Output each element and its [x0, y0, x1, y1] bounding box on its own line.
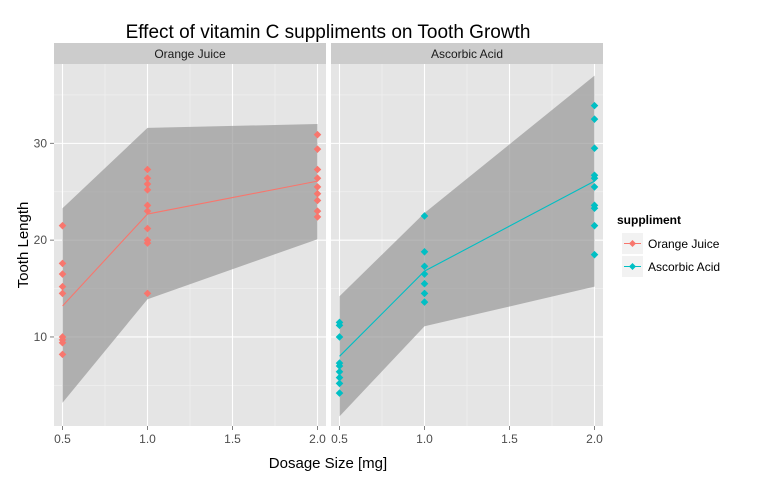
- data-point: [420, 262, 429, 271]
- panel-2: Ascorbic Acid 0.5 1.0 1.5 2.0: [331, 43, 603, 446]
- data-point: [313, 165, 322, 174]
- data-point: [590, 174, 599, 183]
- x-tick-label: 2.0: [586, 432, 603, 446]
- data-point: [58, 221, 67, 230]
- chart-title: Effect of vitamin C suppliments on Tooth…: [126, 22, 531, 43]
- data-point: [313, 183, 322, 191]
- data-point: [58, 259, 67, 268]
- data-point: [590, 250, 599, 259]
- confidence-band: [339, 75, 595, 417]
- data-point: [143, 186, 152, 194]
- legend-item: Orange Juice: [622, 233, 720, 254]
- data-point: [335, 379, 344, 388]
- facet-strip: [54, 43, 326, 64]
- panel-1: Orange Juice 0.5 1.0 1.5 2.0 10 20 30: [34, 43, 326, 446]
- x-tick-label: 1.0: [139, 432, 156, 446]
- x-tick-label: 1.0: [416, 432, 433, 446]
- data-point: [58, 270, 67, 278]
- data-point: [313, 145, 322, 153]
- data-point: [58, 338, 67, 347]
- data-point: [420, 212, 429, 220]
- data-point: [590, 183, 599, 191]
- legend-marker: [629, 263, 636, 270]
- data-point: [590, 144, 599, 153]
- data-point: [143, 239, 152, 247]
- data-point: [335, 321, 344, 330]
- data-point: [420, 247, 429, 256]
- data-point: [335, 333, 344, 341]
- data-point: [143, 165, 152, 174]
- data-point: [335, 373, 344, 382]
- data-point: [143, 180, 152, 188]
- data-point: [590, 115, 599, 123]
- panels: Orange Juice 0.5 1.0 1.5 2.0 10 20 30 Ascorbic A…: [34, 43, 603, 446]
- x-axis-title: Dosage Size [mg]: [269, 455, 387, 472]
- facet-label: Orange Juice: [154, 47, 226, 61]
- legend-marker: [629, 240, 636, 247]
- legend-items: Orange Juice Ascorbic Acid: [622, 233, 720, 277]
- data-point: [58, 350, 67, 359]
- y-tick-label: 30: [34, 136, 48, 150]
- facet-label: Ascorbic Acid: [431, 47, 503, 61]
- y-axis-title: Tooth Length: [15, 202, 32, 289]
- facet-strip: [331, 43, 603, 64]
- data-point: [590, 101, 599, 110]
- legend-item: Ascorbic Acid: [622, 256, 720, 277]
- data-point: [335, 367, 344, 376]
- data-point: [590, 221, 599, 230]
- data-point: [313, 196, 322, 205]
- data-point: [420, 270, 429, 278]
- data-point: [313, 207, 322, 215]
- data-point: [143, 207, 152, 215]
- legend: suppliment Orange Juice Ascorbic Acid: [617, 213, 720, 277]
- data-point: [590, 204, 599, 213]
- data-point: [313, 213, 322, 221]
- x-tick-label: 0.5: [54, 432, 71, 446]
- data-point: [58, 282, 67, 291]
- data-point: [143, 201, 152, 210]
- data-point: [420, 298, 429, 306]
- y-tick-label: 20: [34, 233, 48, 247]
- data-point: [420, 289, 429, 298]
- y-tick-label: 10: [34, 330, 48, 344]
- x-tick-label: 0.5: [331, 432, 348, 446]
- data-point: [143, 224, 152, 233]
- data-point: [143, 174, 152, 183]
- legend-title: suppliment: [617, 213, 681, 227]
- data-point: [313, 130, 322, 139]
- x-tick-label: 1.5: [501, 432, 518, 446]
- data-point: [335, 362, 344, 370]
- legend-label: Orange Juice: [648, 237, 720, 251]
- data-point: [313, 174, 322, 183]
- data-point: [58, 289, 67, 298]
- data-point: [313, 189, 322, 198]
- data-point: [335, 389, 344, 397]
- legend-label: Ascorbic Acid: [648, 260, 720, 274]
- x-tick-label: 1.5: [224, 432, 241, 446]
- data-point: [143, 289, 152, 298]
- x-tick-label: 2.0: [309, 432, 326, 446]
- data-point: [420, 279, 429, 288]
